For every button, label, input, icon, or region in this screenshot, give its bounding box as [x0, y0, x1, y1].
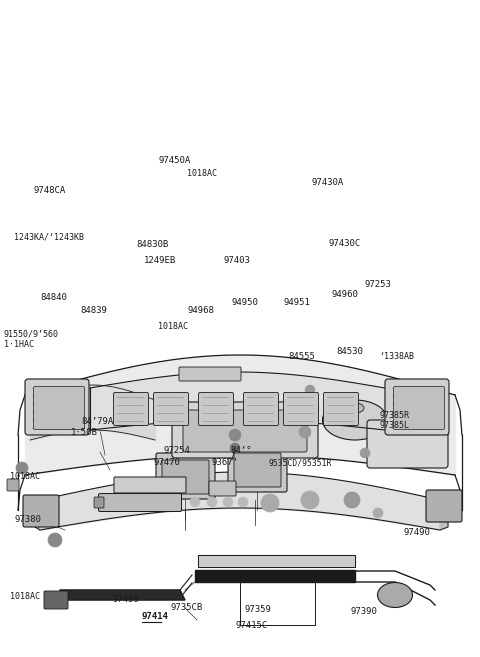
Ellipse shape [346, 403, 364, 413]
FancyBboxPatch shape [172, 402, 318, 458]
Text: 97390: 97390 [350, 606, 377, 616]
Text: 97403: 97403 [223, 256, 250, 265]
FancyBboxPatch shape [162, 460, 209, 494]
Text: 84’°: 84’° [230, 446, 252, 455]
Text: 9367ʼ: 9367ʼ [211, 458, 238, 467]
Circle shape [373, 508, 383, 518]
Circle shape [344, 492, 360, 508]
Polygon shape [195, 570, 355, 582]
FancyBboxPatch shape [34, 386, 84, 430]
Text: 97385R: 97385R [379, 411, 409, 420]
Ellipse shape [377, 583, 412, 608]
FancyBboxPatch shape [385, 379, 449, 435]
Circle shape [16, 462, 28, 474]
Text: 94950: 94950 [231, 298, 258, 307]
Circle shape [360, 448, 370, 458]
Text: 97470: 97470 [154, 458, 180, 467]
Circle shape [229, 429, 241, 441]
FancyBboxPatch shape [243, 392, 278, 426]
Text: 97490: 97490 [403, 528, 430, 537]
Text: 1·50B: 1·50B [71, 428, 98, 437]
FancyBboxPatch shape [25, 379, 89, 435]
Circle shape [207, 497, 217, 507]
Polygon shape [60, 590, 185, 600]
Circle shape [301, 491, 319, 509]
FancyBboxPatch shape [7, 479, 19, 491]
FancyBboxPatch shape [199, 392, 233, 426]
Text: 97430C: 97430C [329, 238, 361, 248]
Text: 1018AC: 1018AC [10, 592, 39, 601]
FancyBboxPatch shape [156, 453, 215, 499]
Text: 97415C: 97415C [235, 621, 267, 630]
FancyBboxPatch shape [44, 591, 68, 609]
Text: 84840: 84840 [41, 293, 68, 302]
Text: 9748CA: 9748CA [34, 186, 66, 195]
FancyBboxPatch shape [23, 495, 59, 527]
Polygon shape [35, 500, 40, 530]
Circle shape [299, 426, 311, 438]
Text: 94960: 94960 [331, 290, 358, 300]
Text: 97385L: 97385L [379, 421, 409, 430]
FancyBboxPatch shape [94, 497, 104, 508]
Text: 1249EB: 1249EB [144, 256, 176, 265]
Text: 94968: 94968 [187, 306, 214, 315]
Text: 97359: 97359 [245, 605, 272, 614]
Text: 97380: 97380 [14, 514, 41, 524]
Circle shape [48, 533, 62, 547]
FancyBboxPatch shape [114, 477, 186, 493]
Text: 9735CB: 9735CB [170, 602, 203, 612]
Ellipse shape [323, 400, 387, 440]
Circle shape [238, 497, 248, 507]
Text: 97254: 97254 [163, 446, 190, 455]
FancyBboxPatch shape [154, 392, 189, 426]
FancyBboxPatch shape [324, 392, 359, 426]
Circle shape [137, 395, 147, 405]
Text: 1243KA/‘1243KB: 1243KA/‘1243KB [14, 232, 84, 241]
Circle shape [305, 385, 315, 395]
Polygon shape [440, 500, 448, 530]
Text: 84839: 84839 [81, 306, 108, 315]
FancyBboxPatch shape [426, 490, 462, 522]
Text: 97459: 97459 [113, 595, 140, 604]
Text: ‘1338AB: ‘1338AB [379, 352, 414, 361]
FancyBboxPatch shape [183, 410, 307, 452]
FancyBboxPatch shape [209, 481, 236, 496]
Text: 97253: 97253 [365, 280, 392, 289]
Text: 84830B: 84830B [137, 240, 169, 249]
FancyBboxPatch shape [367, 420, 448, 468]
Text: 97430A: 97430A [312, 178, 344, 187]
FancyBboxPatch shape [394, 386, 444, 430]
FancyBboxPatch shape [284, 392, 319, 426]
Ellipse shape [326, 405, 344, 415]
Text: 91550/9’560: 91550/9’560 [4, 330, 59, 339]
FancyBboxPatch shape [234, 453, 281, 487]
FancyBboxPatch shape [179, 367, 241, 381]
Text: 84555: 84555 [288, 352, 315, 361]
Text: 84’79A: 84’79A [82, 417, 114, 426]
Circle shape [190, 497, 200, 507]
Circle shape [200, 393, 210, 403]
Text: 9535CD/95351R: 9535CD/95351R [269, 458, 332, 467]
Text: 97450A: 97450A [158, 156, 191, 165]
Text: 1018AC: 1018AC [10, 472, 39, 482]
Text: 1018AC: 1018AC [158, 322, 188, 331]
Text: 1018AC: 1018AC [187, 169, 217, 178]
Circle shape [223, 497, 233, 507]
FancyBboxPatch shape [113, 392, 148, 426]
Text: 97414: 97414 [142, 612, 168, 621]
FancyBboxPatch shape [228, 446, 287, 492]
Text: 84530: 84530 [336, 347, 363, 356]
FancyBboxPatch shape [98, 493, 181, 512]
Text: 94951: 94951 [283, 298, 310, 307]
Text: 1·1HAC: 1·1HAC [4, 340, 34, 349]
Circle shape [230, 443, 240, 453]
Polygon shape [198, 555, 355, 567]
Circle shape [261, 494, 279, 512]
